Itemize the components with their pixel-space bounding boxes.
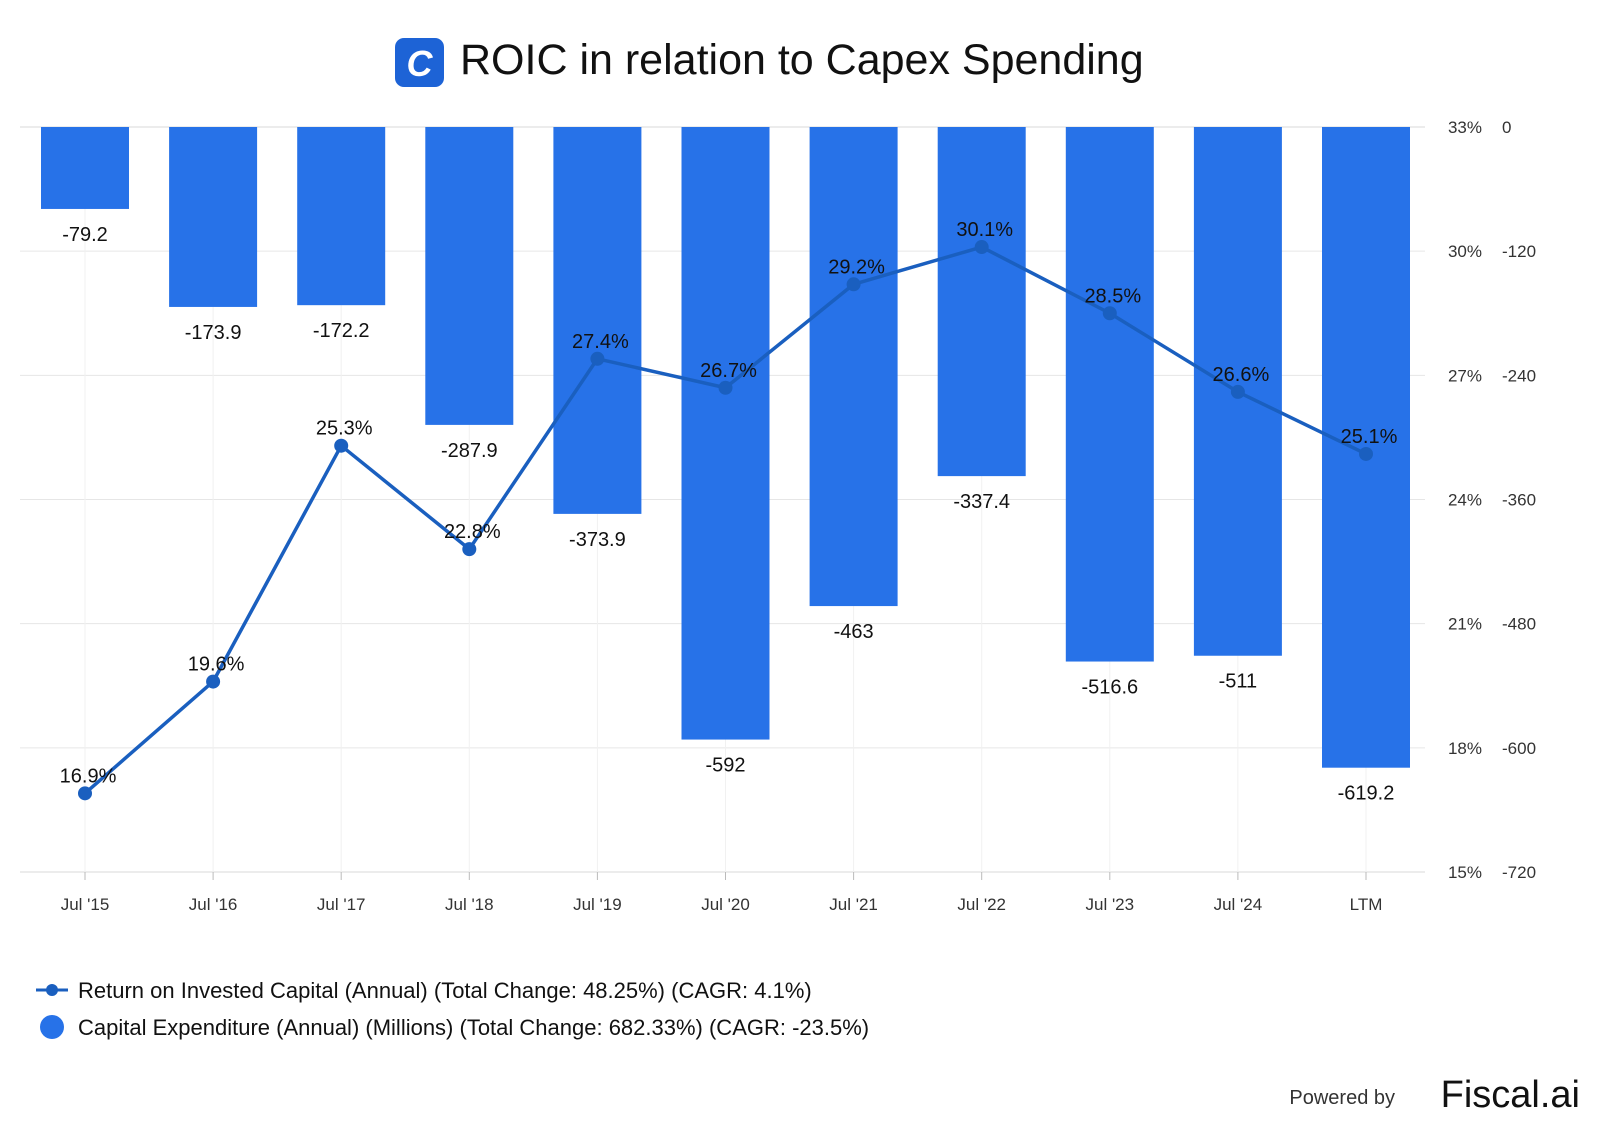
capex-bars <box>41 127 1410 768</box>
chart-title: ROIC in relation to Capex Spending <box>460 36 1144 84</box>
x-tick-label: Jul '22 <box>957 895 1006 914</box>
capex-bar[interactable] <box>297 127 386 306</box>
roic-axis-label: 33% <box>1448 118 1482 137</box>
capex-axis-label: -720 <box>1502 863 1536 882</box>
roic-axis-label: 30% <box>1448 242 1482 261</box>
x-tick-label: Jul '19 <box>573 895 622 914</box>
capex-bar[interactable] <box>41 127 129 209</box>
axes: Jul '15 Jul '16 Jul '17 Jul '18 Jul '19 Jul '… <box>61 118 1536 914</box>
capex-bar-label: -337.4 <box>953 491 1010 513</box>
capex-axis-label: -240 <box>1502 366 1536 385</box>
x-tick-label: Jul '15 <box>61 895 110 914</box>
roic-point-label: 29.2% <box>828 256 885 278</box>
roic-point[interactable] <box>590 351 605 366</box>
legend-item-capex[interactable]: Capital Expenditure (Annual) (Millions) … <box>40 1015 869 1040</box>
powered-by-text: Powered by <box>1289 1087 1395 1109</box>
logo-letter: C <box>407 43 434 84</box>
capex-bar-label: -79.2 <box>62 224 108 246</box>
roic-point-label: 26.6% <box>1213 364 1270 386</box>
roic-line <box>78 240 1373 801</box>
capex-bar[interactable] <box>809 127 898 607</box>
roic-point[interactable] <box>1230 384 1245 399</box>
capex-bar[interactable] <box>1065 127 1154 662</box>
capex-axis-label: -120 <box>1502 242 1536 261</box>
roic-axis-label: 21% <box>1448 615 1482 634</box>
capex-bar[interactable] <box>681 127 770 740</box>
logo-icon <box>395 38 444 87</box>
roic-point[interactable] <box>78 786 92 801</box>
roic-point[interactable] <box>718 380 733 395</box>
capex-bar-label: -592 <box>705 755 745 777</box>
roic-point-label: 28.5% <box>1084 285 1141 307</box>
roic-point-label: 25.3% <box>316 418 373 440</box>
roic-point[interactable] <box>462 542 477 557</box>
brand-logo-text: Fiscal.ai <box>1441 1074 1580 1116</box>
capex-bar-label: -511 <box>1219 671 1258 693</box>
roic-point-label: 19.6% <box>188 654 245 676</box>
capex-axis-label: -600 <box>1502 739 1536 758</box>
capex-bar-label: -373.9 <box>569 529 626 551</box>
x-tick-label: LTM <box>1350 895 1383 914</box>
roic-axis-label: 18% <box>1448 739 1482 758</box>
capex-bar[interactable] <box>553 127 642 514</box>
roic-point[interactable] <box>334 438 349 453</box>
roic-point-label: 25.1% <box>1341 426 1398 448</box>
legend-label-capex: Capital Expenditure (Annual) (Millions) … <box>78 1015 869 1040</box>
legend-item-roic[interactable]: Return on Invested Capital (Annual) (Tot… <box>36 978 812 1003</box>
capex-bar-label: -463 <box>834 621 874 643</box>
roic-point[interactable] <box>974 240 989 255</box>
roic-point-label: 22.8% <box>444 521 501 543</box>
chart-header: C ROIC in relation to Capex Spending <box>395 36 1144 87</box>
roic-point[interactable] <box>206 674 221 689</box>
x-tick-label: Jul '21 <box>829 895 878 914</box>
x-tick-label: Jul '17 <box>317 895 366 914</box>
roic-point[interactable] <box>1102 306 1117 321</box>
x-tick-label: Jul '20 <box>701 895 750 914</box>
capex-bar[interactable] <box>937 127 1026 477</box>
roic-point-label: 30.1% <box>956 219 1013 241</box>
legend: Return on Invested Capital (Annual) (Tot… <box>36 978 869 1040</box>
capex-bar-label: -287.9 <box>441 440 498 462</box>
capex-axis-label: -360 <box>1502 491 1536 510</box>
capex-axis-label: 0 <box>1502 118 1511 137</box>
circle-icon <box>40 1015 64 1039</box>
roic-axis-label: 24% <box>1448 491 1482 510</box>
footer: Powered by Fiscal.ai <box>1289 1074 1580 1116</box>
x-tick-label: Jul '18 <box>445 895 494 914</box>
capex-bar-label: -172.2 <box>313 320 370 342</box>
capex-bar-label: -619.2 <box>1338 783 1395 805</box>
x-tick-label: Jul '16 <box>189 895 238 914</box>
capex-bar[interactable] <box>169 127 258 307</box>
roic-point-label: 16.9% <box>60 765 117 787</box>
data-labels: -79.2 -173.9 -172.2 -287.9 -373.9 -592 -463 -33… <box>60 219 1398 805</box>
x-tick-label: Jul '23 <box>1085 895 1134 914</box>
capex-bar[interactable] <box>425 127 514 425</box>
capex-bar-label: -173.9 <box>185 322 242 344</box>
line-marker-dot-icon <box>46 984 58 996</box>
roic-point[interactable] <box>846 277 861 292</box>
capex-bar-label: -516.6 <box>1081 677 1138 699</box>
x-tick-label: Jul '24 <box>1214 895 1263 914</box>
roic-axis-label: 15% <box>1448 863 1482 882</box>
roic-point-label: 27.4% <box>572 331 629 353</box>
roic-point[interactable] <box>1359 446 1373 461</box>
roic-point-label: 26.7% <box>700 360 757 382</box>
roic-axis-label: 27% <box>1448 366 1482 385</box>
legend-label-roic: Return on Invested Capital (Annual) (Tot… <box>78 978 812 1003</box>
capex-axis-label: -480 <box>1502 615 1536 634</box>
